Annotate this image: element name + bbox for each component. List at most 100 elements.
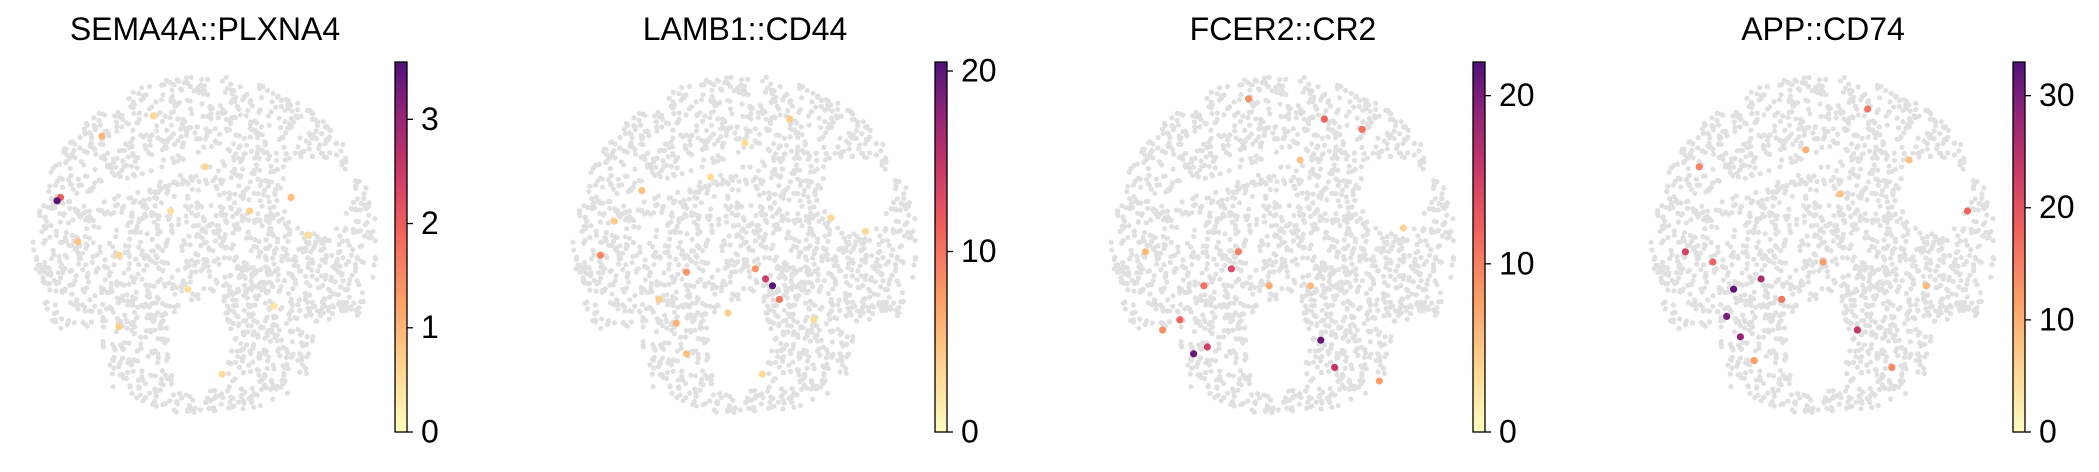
tissue-spot <box>809 99 815 105</box>
tissue-spot <box>292 280 298 286</box>
tissue-spot <box>124 162 130 168</box>
tissue-spot <box>184 219 190 225</box>
tissue-spot <box>850 260 856 266</box>
tissue-spot <box>829 108 835 114</box>
tissue-spot <box>771 403 777 409</box>
tissue-spot <box>1126 169 1132 175</box>
tissue-spot <box>878 148 884 154</box>
tissue-spot <box>845 305 851 311</box>
tissue-spot <box>76 261 82 267</box>
tissue-spot <box>752 387 758 394</box>
tissue-spot <box>689 104 695 110</box>
tissue-spot <box>130 171 137 177</box>
tissue-spot <box>899 290 906 296</box>
tissue-spot <box>845 264 851 271</box>
tissue-spot <box>1360 119 1366 125</box>
tissue-spot <box>676 244 682 250</box>
tissue-spot <box>306 146 312 152</box>
tissue-spot <box>809 322 816 328</box>
tissue-spot <box>1144 242 1150 249</box>
tissue-spot <box>1348 90 1354 96</box>
colorbar-tick-label: 0 <box>961 413 979 449</box>
tissue-spot <box>251 190 257 196</box>
tissue-spot <box>1212 165 1218 171</box>
tissue-spot <box>160 318 166 324</box>
tissue-spot <box>333 140 340 146</box>
tissue-spot <box>816 289 822 295</box>
tissue-spot <box>1345 243 1351 249</box>
tissue-spot <box>235 263 241 269</box>
tissue-spot <box>1283 76 1289 83</box>
tissue-spot <box>1423 287 1429 293</box>
tissue-spot <box>330 304 336 310</box>
tissue-spot <box>662 312 668 318</box>
tissue-spot <box>72 278 78 284</box>
tissue-spot <box>600 270 606 276</box>
tissue-spot <box>686 196 692 202</box>
tissue-spot <box>849 338 855 344</box>
tissue-spot <box>587 287 593 293</box>
tissue-spot <box>664 162 670 168</box>
tissue-spot <box>1122 218 1128 224</box>
tissue-spot <box>683 92 689 98</box>
tissue-spot <box>1365 316 1371 322</box>
tissue-spot <box>1352 94 1359 100</box>
tissue-spot <box>1299 255 1306 261</box>
tissue-spot <box>632 166 638 172</box>
tissue-spot <box>252 236 258 243</box>
tissue-spot <box>622 234 628 240</box>
tissue-spot <box>281 373 287 379</box>
tissue-spot <box>787 134 793 140</box>
tissue-spot <box>53 232 60 238</box>
tissue-spot <box>1354 346 1360 352</box>
tissue-spot <box>1273 149 1279 155</box>
tissue-spot <box>1354 327 1360 333</box>
tissue-spot <box>912 216 918 222</box>
tissue-spot <box>33 266 39 272</box>
tissue-spot <box>735 259 741 265</box>
tissue-spot <box>183 132 189 138</box>
tissue-spot <box>1331 162 1337 168</box>
tissue-spot <box>799 132 805 138</box>
tissue-spot <box>683 146 689 152</box>
tissue-spot <box>263 237 269 243</box>
tissue-spot <box>1327 286 1333 292</box>
tissue-spot <box>663 375 670 381</box>
tissue-spot <box>1226 372 1232 378</box>
tissue-spot <box>168 381 174 387</box>
tissue-spot <box>235 354 241 360</box>
tissue-spot <box>154 360 161 366</box>
tissue-spot <box>218 181 224 187</box>
tissue-spot <box>230 378 236 384</box>
tissue-spot <box>274 166 280 172</box>
tissue-spot <box>594 280 600 287</box>
tissue-spot <box>39 266 45 272</box>
tissue-spot <box>695 351 701 357</box>
tissue-spot <box>372 254 378 261</box>
tissue-spot <box>239 392 245 399</box>
tissue-spot <box>1170 293 1176 299</box>
tissue-spot <box>762 294 768 300</box>
tissue-spot <box>285 257 291 263</box>
data-point <box>53 197 61 205</box>
tissue-spot <box>213 139 219 146</box>
data-point <box>98 132 106 140</box>
tissue-spot <box>1317 355 1323 361</box>
tissue-spot <box>628 319 635 325</box>
tissue-spot <box>659 372 665 379</box>
tissue-spot <box>60 270 66 276</box>
tissue-spot <box>142 211 148 217</box>
tissue-spot <box>41 203 47 209</box>
data-point <box>724 309 732 317</box>
tissue-spot <box>228 81 234 87</box>
tissue-spot <box>1248 392 1255 398</box>
tissue-spot <box>722 203 729 209</box>
tissue-spot <box>248 247 254 254</box>
tissue-spot <box>806 354 812 360</box>
tissue-spot <box>670 89 676 95</box>
tissue-spot <box>346 258 352 265</box>
tissue-spot <box>303 370 309 376</box>
tissue-spot <box>147 291 153 297</box>
tissue-spot <box>582 300 588 306</box>
